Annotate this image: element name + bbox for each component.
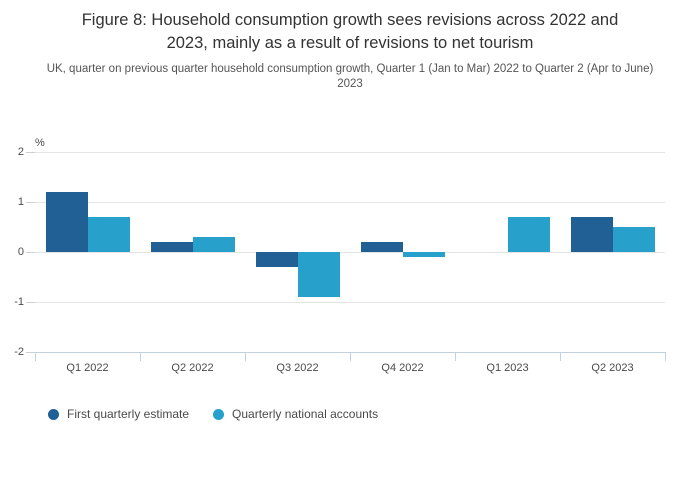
bar-q2-2023-national-accounts[interactable] [612,227,655,252]
x-axis-tick [665,352,666,361]
gridline [35,252,665,253]
x-axis-tick [245,352,246,361]
plot-area: 2 1 0 -1 -2 Q1 2022 Q2 2022 Q3 2022 Q4 2022 Q1 20… [0,130,700,400]
x-axis-label: Q2 2022 [171,362,214,374]
figure-subtitle: UK, quarter on previous quarter househol… [46,63,654,90]
bar-q1-2023-national-accounts[interactable] [507,217,550,252]
figure-title: Figure 8: Household consumption growth s… [81,11,619,52]
bar-q1-2022-national-accounts[interactable] [87,217,130,252]
y-axis-unit-label: % [35,137,45,149]
bar-q4-2022-first-estimate[interactable] [360,242,403,252]
bar-q3-2022-first-estimate[interactable] [255,252,298,267]
bar-q2-2022-first-estimate[interactable] [150,242,193,252]
bar-q3-2022-national-accounts[interactable] [297,252,340,297]
bar-q2-2023-first-estimate[interactable] [570,217,613,252]
chart: % 2 1 0 -1 -2 Q1 2022 Q2 2022 Q3 2022 Q4 2022 Q1 … [0,130,700,400]
x-axis-label: Q3 2022 [276,362,319,374]
gridline [35,202,665,203]
y-axis-tick [26,352,35,353]
x-axis-tick [350,352,351,361]
x-axis-label: Q2 2023 [591,362,634,374]
y-axis-label: 0 [17,246,24,258]
legend-item-national-accounts[interactable]: Quarterly national accounts [213,407,378,421]
legend: First quarterly estimate Quarterly natio… [48,407,378,421]
bar-q4-2022-national-accounts[interactable] [402,252,445,257]
y-axis-tick [26,152,35,153]
y-axis-tick [26,252,35,253]
x-axis-label: Q1 2022 [66,362,109,374]
legend-item-first-estimate[interactable]: First quarterly estimate [48,407,189,421]
y-axis-label: -2 [14,346,24,358]
y-axis-tick [26,202,35,203]
legend-swatch-first-estimate [48,408,59,420]
x-axis-tick [140,352,141,361]
legend-swatch-national-accounts [213,408,225,420]
y-axis-tick [26,302,35,303]
gridline [35,152,665,153]
y-axis-label: -1 [14,296,24,308]
legend-label-national-accounts: Quarterly national accounts [232,407,379,421]
legend-label-first-estimate: First quarterly estimate [67,407,190,421]
figure-header: Figure 8: Household consumption growth s… [0,0,700,92]
bar-q2-2022-national-accounts[interactable] [192,237,235,252]
y-axis-label: 2 [17,146,24,158]
x-axis-tick [455,352,456,361]
x-axis-label: Q4 2022 [381,362,424,374]
y-axis-label: 1 [17,196,24,208]
bar-q1-2022-first-estimate[interactable] [45,192,88,252]
x-axis-tick [560,352,561,361]
x-axis-label: Q1 2023 [486,362,529,374]
x-axis-tick [35,352,36,361]
gridline [35,302,665,303]
